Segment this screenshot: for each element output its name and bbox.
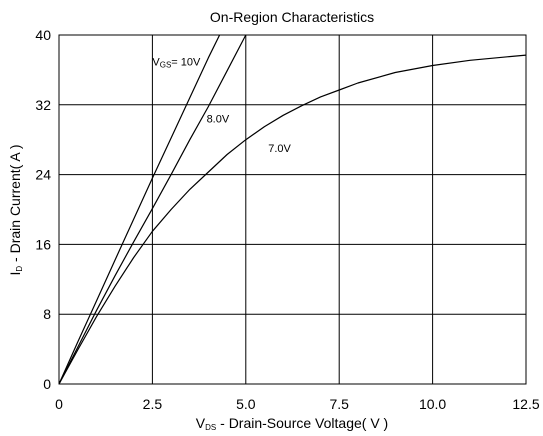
- x-tick-label: 5.0: [236, 396, 256, 412]
- plot-frame: [58, 34, 527, 385]
- y-tick-label: 40: [35, 27, 51, 43]
- x-tick-label: 10.0: [419, 396, 446, 412]
- curve-label: 7.0V: [268, 143, 291, 155]
- grid: [58, 34, 527, 385]
- curve-label: VGS= 10V: [152, 57, 201, 70]
- curve-10v: [58, 34, 221, 385]
- chart-title: On-Region Characteristics: [210, 9, 374, 25]
- y-tick-label: 16: [35, 236, 51, 252]
- x-axis-label: VDS - Drain-Source Voltage( V ): [196, 415, 388, 432]
- y-tick-label: 32: [35, 97, 51, 113]
- y-tick-label: 0: [43, 376, 51, 392]
- x-tick-label: 12.5: [512, 396, 539, 412]
- curves: [58, 34, 527, 385]
- y-tick-label: 8: [43, 306, 51, 322]
- x-tick-label: 0: [55, 396, 63, 412]
- x-tick-label: 7.5: [329, 396, 349, 412]
- y-tick-label: 24: [35, 167, 51, 183]
- curve-label: 8.0V: [207, 113, 230, 125]
- annotations: VGS= 10V 8.0V 7.0V: [152, 57, 291, 155]
- y-axis-label: ID - Drain Current( A ): [7, 144, 24, 275]
- curve-8-0v: [58, 34, 247, 385]
- tick-labels: 0 2.5 5.0 7.5 10.0 12.5 0 8 16 24 32 40: [35, 27, 539, 412]
- x-tick-label: 2.5: [143, 396, 163, 412]
- curve-7-0v: [58, 54, 527, 385]
